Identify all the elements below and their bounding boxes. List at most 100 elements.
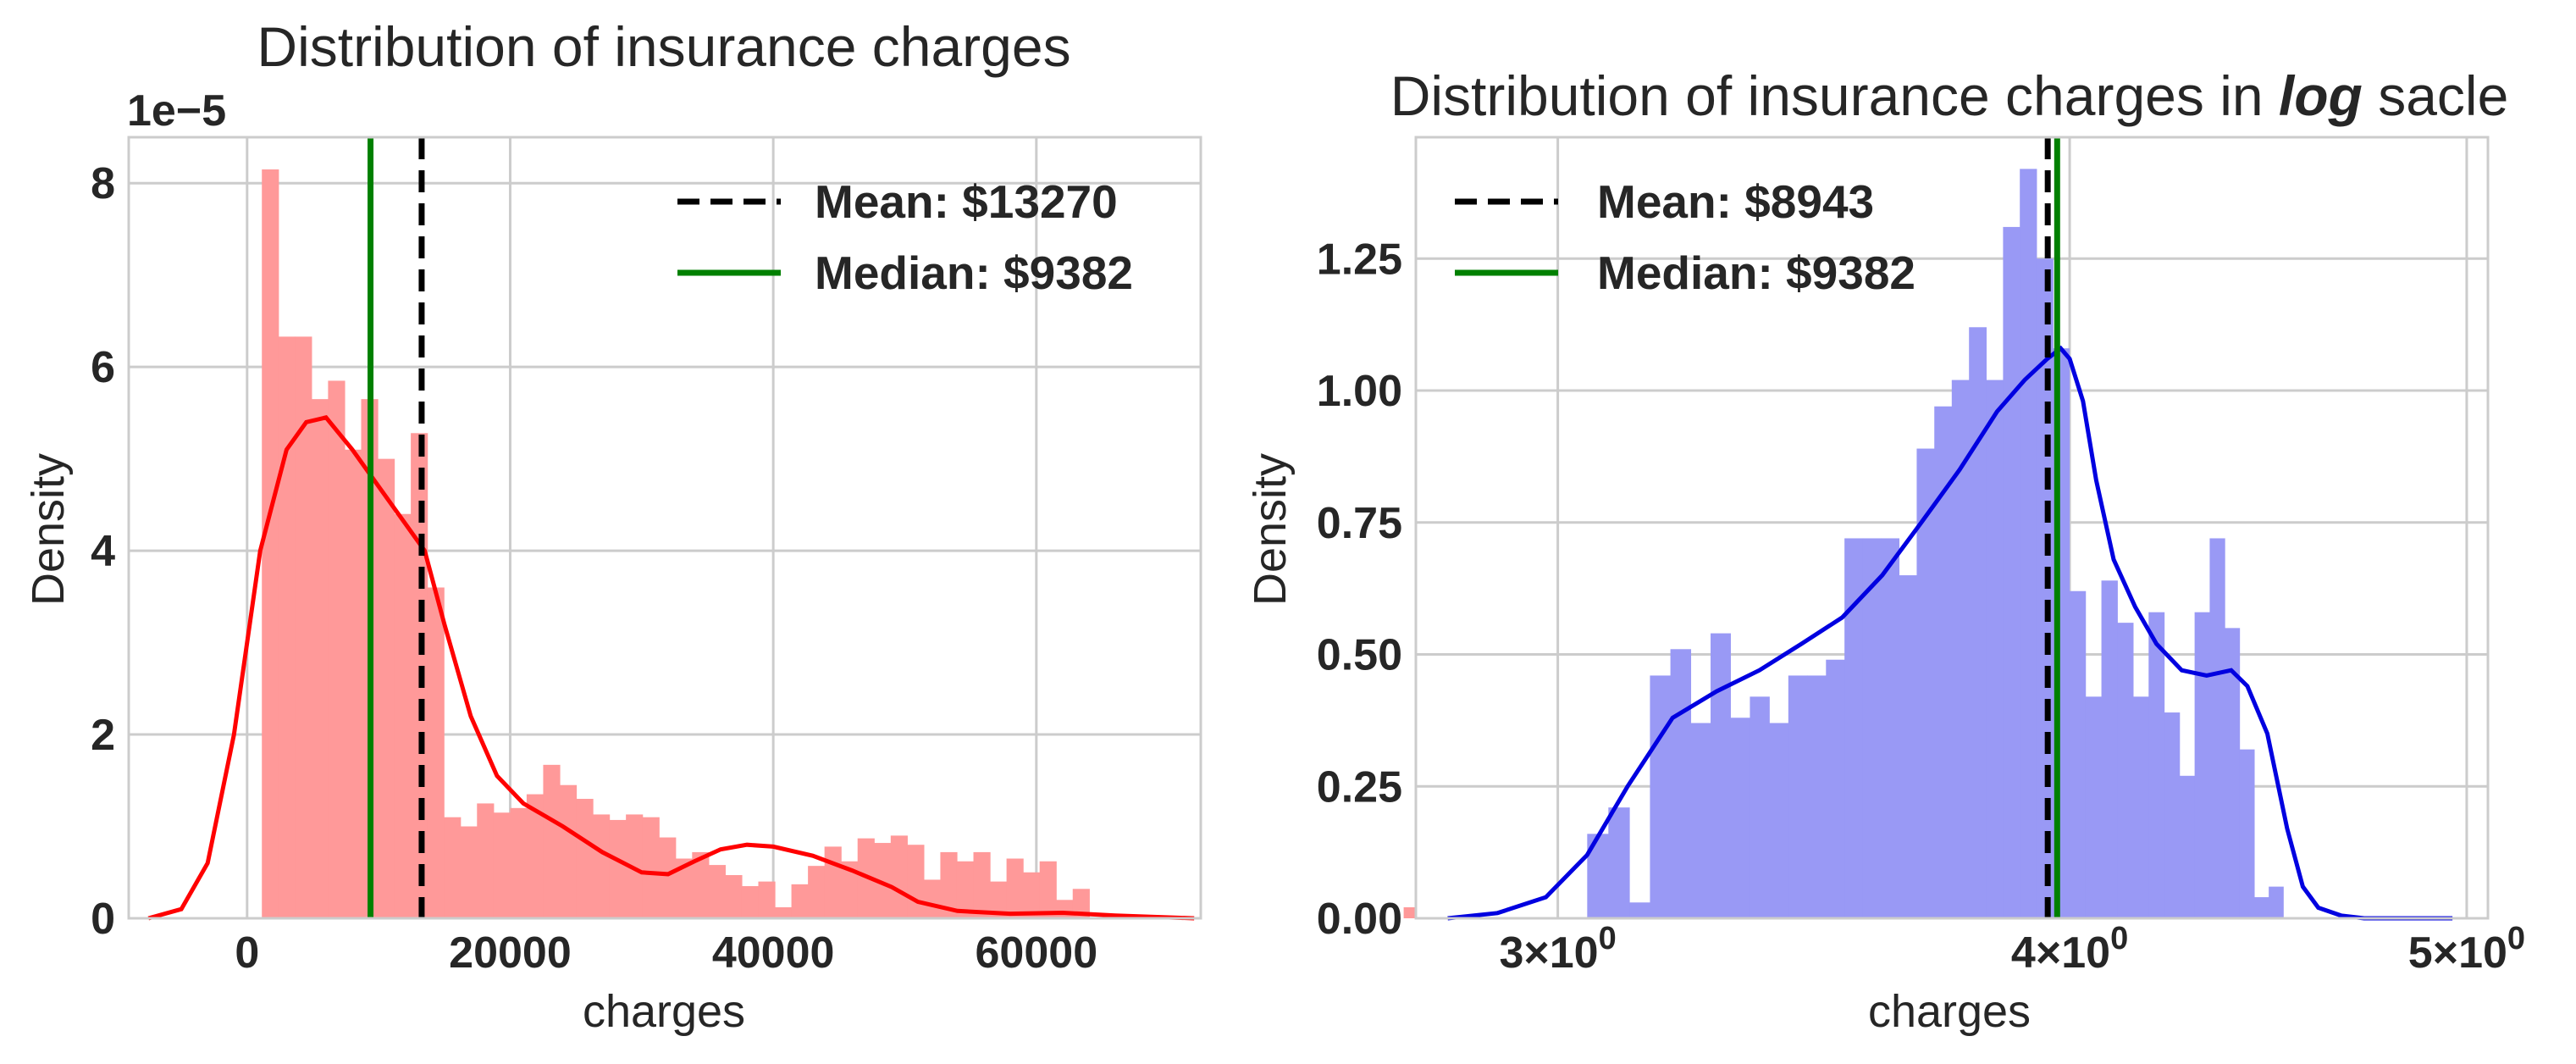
left-kde-curve <box>147 415 1195 921</box>
x-tick-exponent: 0 <box>2110 921 2128 956</box>
histogram-bar <box>1881 538 1900 918</box>
histogram-bar <box>1826 659 1845 918</box>
histogram-bar <box>1670 649 1692 918</box>
histogram-bar <box>758 881 776 918</box>
histogram-bar <box>923 879 942 918</box>
left-x-tick-labels: 0 20000 40000 60000 <box>235 928 1097 978</box>
histogram-bar <box>1750 696 1770 918</box>
x-tick-label: 3×100 <box>1499 921 1616 978</box>
x-tick-label: 5×100 <box>2408 921 2525 978</box>
right-legend: Mean: $8943 Median: $9382 <box>1455 175 1915 299</box>
histogram-bar <box>1039 861 1057 918</box>
histogram-bar <box>2209 538 2225 918</box>
histogram-bar <box>2253 897 2269 918</box>
histogram-bar <box>2225 628 2241 918</box>
histogram-bar <box>2101 580 2118 918</box>
histogram-bar <box>543 764 561 918</box>
histogram-bar <box>659 837 677 918</box>
left-chart-title: Distribution of insurance charges <box>257 15 1070 78</box>
left-x-axis-label: charges <box>583 986 745 1037</box>
histogram-bar <box>526 794 544 918</box>
x-tick-base: 5×10 <box>2408 928 2507 978</box>
x-tick-exponent: 0 <box>1599 921 1617 956</box>
right-chart-panel: 3×100 4×100 5×100 0.000.250.500.751.001.25… <box>1245 64 2525 1037</box>
histogram-bar <box>1986 380 2004 918</box>
y-tick-label: 8 <box>91 159 115 208</box>
histogram-bar <box>1006 858 1024 918</box>
histogram-bar <box>2269 886 2284 918</box>
histogram-bar <box>675 858 693 918</box>
histogram-bar <box>460 826 478 918</box>
histogram-bar <box>791 884 809 918</box>
histogram-bar <box>593 814 611 918</box>
right-y-axis-label: Density <box>1245 453 1296 606</box>
histogram-bar <box>427 587 445 918</box>
y-tick-label: 6 <box>91 343 115 392</box>
x-tick-label: 0 <box>235 928 259 978</box>
y-tick-label: 0.75 <box>1317 499 1402 548</box>
histogram-bar <box>1608 807 1630 918</box>
histogram-bar <box>2069 590 2087 918</box>
histogram-bar <box>2148 612 2165 918</box>
x-tick-label: 20000 <box>449 928 572 978</box>
histogram-bar <box>973 851 991 918</box>
right-title-suffix: sacle <box>2363 64 2508 127</box>
histogram-bar <box>642 817 660 918</box>
histogram-bar <box>1730 718 1751 918</box>
x-tick-base: 3×10 <box>1499 928 1598 978</box>
histogram-bar <box>1629 902 1651 918</box>
histogram-bar <box>725 875 743 918</box>
histogram-bar <box>708 865 726 918</box>
histogram-bar <box>1916 448 1935 918</box>
histogram-bar <box>1650 675 1672 918</box>
histogram-bar <box>394 513 412 918</box>
histogram-bar <box>2085 696 2103 918</box>
y-tick-label: 1.25 <box>1317 235 1402 284</box>
histogram-bar <box>990 881 1008 918</box>
histogram-bar <box>278 336 296 918</box>
histogram-bar <box>808 866 826 918</box>
histogram-bar <box>1023 872 1041 918</box>
histogram-bar <box>2117 623 2134 918</box>
x-tick-label: 60000 <box>976 928 1098 978</box>
histogram-bar <box>1844 538 1864 918</box>
right-x-tick-labels: 3×100 4×100 5×100 <box>1499 921 2525 978</box>
histogram-bar <box>874 843 892 918</box>
histogram-bar <box>741 886 760 918</box>
histogram-bar <box>1788 675 1808 918</box>
histogram-bar <box>824 846 842 918</box>
histogram-bar <box>510 807 528 918</box>
y-tick-label: 0.25 <box>1317 762 1402 812</box>
legend-label: Mean: $8943 <box>1597 175 1874 228</box>
legend-label: Median: $9382 <box>1597 247 1915 299</box>
histogram-bar <box>1690 723 1711 918</box>
histogram-bar <box>559 784 578 918</box>
legend-label: Mean: $13270 <box>815 175 1118 228</box>
x-tick-label: 40000 <box>712 928 835 978</box>
histogram-bar <box>344 449 362 918</box>
histogram-bar <box>262 169 279 918</box>
histogram-bar <box>1934 406 1953 919</box>
histogram-bar <box>775 906 793 918</box>
y-tick-label: 4 <box>91 527 115 576</box>
right-x-axis-label: charges <box>1868 986 2031 1037</box>
histogram-bar <box>2194 612 2211 918</box>
histogram-bar <box>328 380 345 919</box>
histogram-bar <box>378 458 395 918</box>
histogram-bar <box>841 861 859 918</box>
histogram-bar <box>692 851 710 918</box>
y-tick-label: 0.50 <box>1317 631 1402 680</box>
y-tick-label: 0.00 <box>1317 895 1402 944</box>
histogram-bar <box>2164 712 2181 918</box>
histogram-bar <box>477 803 495 918</box>
histogram-bar <box>609 819 627 918</box>
histogram-bar <box>576 798 594 918</box>
histogram-bar <box>493 812 511 918</box>
right-chart-title: Distribution of insurance charges in log… <box>1390 64 2509 127</box>
right-title-emphasis: log <box>2279 64 2363 127</box>
histogram-bar <box>1862 538 1882 918</box>
histogram-bar <box>2179 775 2196 918</box>
left-plot-frame <box>127 136 1202 920</box>
histogram-bar <box>1899 575 1918 918</box>
